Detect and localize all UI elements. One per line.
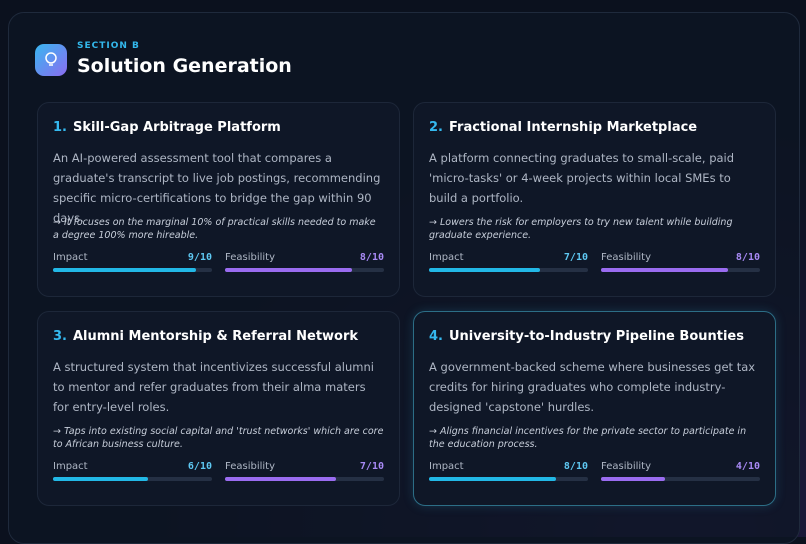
score-value: 9/10 — [187, 252, 212, 263]
impact-score: Impact 9/10 — [53, 252, 212, 272]
feasibility-score: Feasibility 8/10 — [601, 252, 760, 272]
score-value: 6/10 — [187, 461, 212, 472]
score-name: Impact — [429, 252, 464, 263]
card-note: → It focuses on the marginal 10% of prac… — [53, 217, 376, 241]
scores: Impact 9/10 Feasibility 8/10 — [53, 252, 384, 272]
card-number: 4. — [429, 329, 443, 344]
score-value: 8/10 — [359, 252, 384, 263]
scores: Impact 8/10 Feasibility 4/10 — [429, 461, 760, 481]
score-track — [225, 477, 384, 481]
section-label: SECTION B — [77, 41, 140, 51]
score-row: Impact 7/10 — [429, 252, 588, 263]
score-track — [601, 477, 760, 481]
score-name: Impact — [53, 252, 88, 263]
card-note: → Taps into existing social capital and … — [53, 426, 384, 450]
score-value: 7/10 — [359, 461, 384, 472]
score-value: 4/10 — [735, 461, 760, 472]
score-name: Feasibility — [601, 461, 651, 472]
card-number: 2. — [429, 120, 443, 135]
score-bar — [53, 268, 197, 272]
solution-card: 3. Alumni Mentorship & Referral Network A … — [37, 311, 400, 506]
score-name: Impact — [429, 461, 464, 472]
feasibility-score: Feasibility 4/10 — [601, 461, 760, 481]
impact-score: Impact 6/10 — [53, 461, 212, 481]
card-number: 3. — [53, 329, 67, 344]
score-row: Feasibility 8/10 — [225, 252, 384, 263]
card-title-text: University-to-Industry Pipeline Bounties — [448, 329, 744, 344]
impact-score: Impact 7/10 — [429, 252, 588, 272]
card-title-text: Fractional Internship Marketplace — [448, 120, 698, 135]
card-title: 1. Skill-Gap Arbitrage Platform — [53, 120, 384, 142]
score-track — [53, 477, 212, 481]
solution-card: 2. Fractional Internship Marketplace A pla… — [413, 102, 776, 297]
score-value: 8/10 — [563, 461, 588, 472]
solution-card: 4. University-to-Industry Pipeline Bounti… — [413, 311, 776, 506]
card-title-text: Skill-Gap Arbitrage Platform — [72, 120, 281, 135]
card-description: A government-backed scheme where busines… — [429, 360, 756, 414]
score-bar — [601, 268, 729, 272]
score-row: Feasibility 4/10 — [601, 461, 760, 472]
score-bar — [429, 268, 541, 272]
score-track — [429, 268, 588, 272]
score-name: Feasibility — [225, 252, 275, 263]
section-title: Solution Generation — [77, 55, 292, 77]
score-track — [225, 268, 384, 272]
impact-score: Impact 8/10 — [429, 461, 588, 481]
card-title: 2. Fractional Internship Marketplace — [429, 120, 760, 142]
score-bar — [601, 477, 665, 481]
card-number: 1. — [53, 120, 67, 135]
score-bar — [225, 268, 353, 272]
bulb-svg — [45, 52, 57, 66]
card-title-text: Alumni Mentorship & Referral Network — [72, 329, 359, 344]
score-bar — [53, 477, 149, 481]
score-track — [601, 268, 760, 272]
score-name: Feasibility — [225, 461, 275, 472]
score-value: 7/10 — [563, 252, 588, 263]
score-row: Impact 6/10 — [53, 461, 212, 472]
score-name: Impact — [53, 461, 88, 472]
card-title: 3. Alumni Mentorship & Referral Network — [53, 329, 384, 351]
score-row: Feasibility 7/10 — [225, 461, 384, 472]
solution-card: 1. Skill-Gap Arbitrage Platform An AI-powe… — [37, 102, 400, 297]
score-row: Impact 9/10 — [53, 252, 212, 263]
bulb-icon — [35, 44, 67, 76]
feasibility-score: Feasibility 7/10 — [225, 461, 384, 481]
card-description: A platform connecting graduates to small… — [429, 151, 735, 205]
card-description: An AI-powered assessment tool that compa… — [53, 151, 381, 225]
card-note: → Aligns financial incentives for the pr… — [429, 426, 747, 450]
card-note: → Lowers the risk for employers to try n… — [429, 217, 733, 241]
score-row: Impact 8/10 — [429, 461, 588, 472]
score-bar — [225, 477, 337, 481]
feasibility-score: Feasibility 8/10 — [225, 252, 384, 272]
scores: Impact 6/10 Feasibility 7/10 — [53, 461, 384, 481]
scores: Impact 7/10 Feasibility 8/10 — [429, 252, 760, 272]
card-title: 4. University-to-Industry Pipeline Bounti… — [429, 329, 760, 351]
score-bar — [429, 477, 557, 481]
score-name: Feasibility — [601, 252, 651, 263]
score-row: Feasibility 8/10 — [601, 252, 760, 263]
score-track — [429, 477, 588, 481]
score-value: 8/10 — [735, 252, 760, 263]
score-track — [53, 268, 212, 272]
card-description: A structured system that incentivizes su… — [53, 360, 374, 414]
